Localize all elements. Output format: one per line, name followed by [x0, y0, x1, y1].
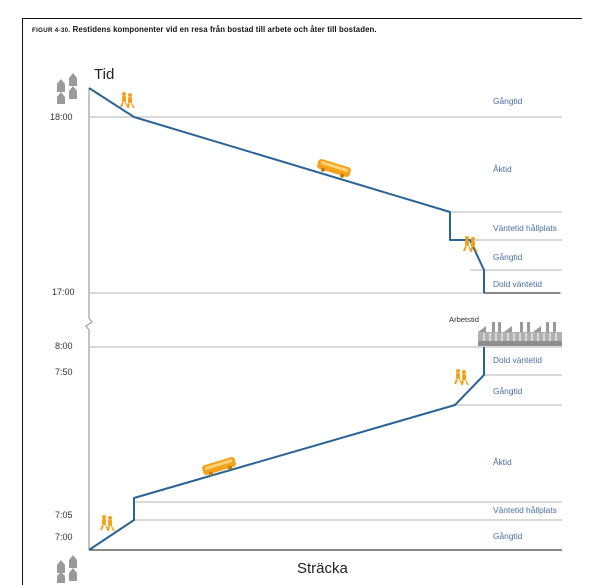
bus-icon: [317, 158, 351, 178]
walker-icon: [463, 236, 478, 252]
figure-caption: FIGUR 4-30. Restidens komponenter vid en…: [32, 25, 377, 34]
y-axis-title: Tid: [94, 66, 114, 83]
figure-frame: [22, 18, 582, 585]
segment-label: Åktid: [493, 457, 512, 467]
segment-label: Gångtid: [493, 96, 523, 106]
segment-label: Gångtid: [493, 252, 523, 262]
house-icon: [57, 73, 77, 104]
time-label: 8:00: [55, 341, 73, 351]
segment-label: Åktid: [493, 164, 512, 174]
bottom-panel-gridlines: [90, 346, 562, 521]
segment-label: Gångtid: [493, 386, 523, 396]
segment-label: Dold väntetid: [493, 279, 542, 289]
time-label: 17:00: [52, 287, 75, 297]
segment-label: Väntetid hållplats: [493, 505, 557, 515]
figure-caption-text: Restidens komponenter vid en resa från b…: [72, 25, 377, 34]
x-axis-title: Sträcka: [297, 560, 349, 577]
factory-icon: [478, 322, 562, 346]
bus-icon: [202, 456, 236, 476]
house-icon: [57, 555, 77, 583]
segment-label: Väntetid hållplats: [493, 223, 557, 233]
segment-label: Dold väntetid: [493, 355, 542, 365]
segment-label: Gångtid: [493, 531, 523, 541]
figure-label: FIGUR 4-30.: [32, 27, 71, 34]
time-label: 7:50: [55, 367, 73, 377]
top-panel-gridlines: [90, 116, 562, 294]
route-line-morning: [88, 347, 485, 551]
time-label: 7:00: [55, 532, 73, 542]
walker-icon: [100, 515, 115, 531]
axis-break: [85, 317, 93, 331]
destination-label: Arbetstid: [449, 315, 479, 324]
route-line-evening: [88, 87, 485, 293]
time-label: 18:00: [50, 112, 73, 122]
walker-icon: [454, 369, 469, 385]
walker-icon: [120, 92, 135, 108]
time-label: 7:05: [55, 510, 73, 520]
